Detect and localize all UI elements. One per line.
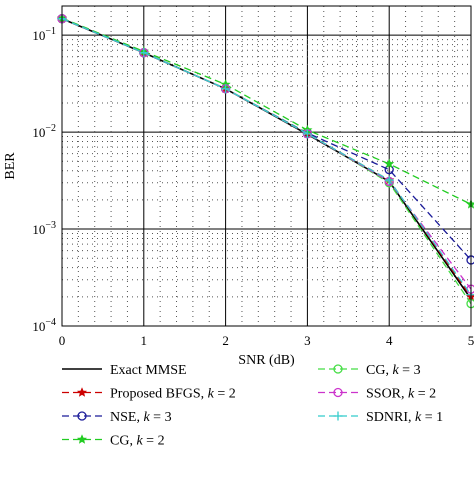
y-tick-label: 10−1 xyxy=(32,26,56,43)
data-point-star xyxy=(76,387,88,397)
series-layer xyxy=(56,12,474,309)
series-0 xyxy=(61,17,472,300)
x-tick-label: 5 xyxy=(468,333,474,348)
y-tick-base: 10 xyxy=(32,28,45,43)
x-axis-title: SNR (dB) xyxy=(238,353,295,368)
legend-item: CG, k = 2 xyxy=(62,434,165,449)
y-tick-exponent: −4 xyxy=(45,317,56,328)
data-point-star xyxy=(465,199,474,209)
legend-k-symbol: k xyxy=(143,410,150,425)
plot-frame xyxy=(61,5,472,327)
y-tick-exponent: −2 xyxy=(45,123,56,134)
y-tick-exponent: −1 xyxy=(45,26,56,37)
legend-k-value: = 3 xyxy=(399,363,421,378)
y-tick-base: 10 xyxy=(32,222,45,237)
legend-k-symbol: k xyxy=(208,387,215,402)
x-tick-label: 2 xyxy=(222,333,229,348)
legend-series-name: SSOR, xyxy=(366,387,408,402)
legend-series-name: NSE, xyxy=(110,410,143,425)
series-line xyxy=(61,18,472,261)
legend-k-value: = 1 xyxy=(421,410,443,425)
legend-item: Proposed BFGS, k = 2 xyxy=(62,387,236,402)
grid xyxy=(62,5,471,326)
legend-label: Proposed BFGS, k = 2 xyxy=(110,387,236,402)
data-point-circle xyxy=(77,411,87,421)
legend-item: SSOR, k = 2 xyxy=(318,387,436,402)
series-5 xyxy=(57,14,474,294)
legend-item: SDNRI, k = 1 xyxy=(318,410,443,425)
series-line xyxy=(61,17,472,205)
legend-k-symbol: k xyxy=(408,387,415,402)
data-point-plus xyxy=(384,175,394,185)
legend-item: Exact MMSE xyxy=(62,363,187,378)
data-point-plus xyxy=(333,411,343,421)
legend-k-value: = 2 xyxy=(414,387,436,402)
legend-label: CG, k = 3 xyxy=(366,363,421,378)
legend-item: CG, k = 3 xyxy=(318,363,421,378)
legend-label: SSOR, k = 2 xyxy=(366,387,436,402)
legend-k-value: = 2 xyxy=(143,434,165,449)
series-line xyxy=(61,18,472,298)
legend-series-name: CG, xyxy=(110,434,136,449)
series-4 xyxy=(57,14,474,309)
legend-label: NSE, k = 3 xyxy=(110,410,172,425)
legend-k-symbol: k xyxy=(415,410,422,425)
data-point-plus xyxy=(302,129,312,139)
series-line xyxy=(61,18,472,290)
series-2 xyxy=(57,14,474,265)
y-tick-label: 10−4 xyxy=(32,317,56,334)
y-tick-base: 10 xyxy=(32,319,45,334)
legend-k-symbol: k xyxy=(136,434,143,449)
legend-series-name: Proposed BFGS, xyxy=(110,387,208,402)
x-tick-label: 3 xyxy=(304,333,311,348)
y-tick-exponent: −3 xyxy=(45,220,56,231)
y-tick-label: 10−3 xyxy=(32,220,56,237)
data-point-plus xyxy=(221,84,231,94)
data-point-plus xyxy=(139,48,149,58)
legend-k-symbol: k xyxy=(392,363,399,378)
legend-k-value: = 3 xyxy=(150,410,172,425)
legend-label: Exact MMSE xyxy=(110,363,187,378)
y-tick-label: 10−2 xyxy=(32,123,56,140)
x-tick-label: 4 xyxy=(386,333,393,348)
series-line xyxy=(61,18,472,305)
series-1 xyxy=(56,13,474,302)
data-point-star xyxy=(384,158,395,169)
data-point-circle xyxy=(333,387,343,398)
data-point-star xyxy=(76,434,88,444)
legend-series-name: Exact MMSE xyxy=(110,363,187,378)
legend-label: CG, k = 2 xyxy=(110,434,165,449)
y-tick-base: 10 xyxy=(32,125,45,140)
series-line xyxy=(61,18,472,296)
y-axis-title: BER xyxy=(3,152,18,180)
x-tick-label: 1 xyxy=(141,333,148,348)
legend-label: SDNRI, k = 1 xyxy=(366,410,443,425)
x-tick-label: 0 xyxy=(59,333,66,348)
legend-series-name: CG, xyxy=(366,363,392,378)
series-line xyxy=(61,17,472,300)
series-6 xyxy=(57,14,474,300)
legend-k-value: = 2 xyxy=(214,387,236,402)
axis-ticks: 0 1 2 3 4 510−110−210−310−4 xyxy=(32,26,474,348)
legend-item: NSE, k = 3 xyxy=(62,410,172,425)
legend-series-name: SDNRI, xyxy=(366,410,415,425)
data-point-circle xyxy=(333,364,343,374)
